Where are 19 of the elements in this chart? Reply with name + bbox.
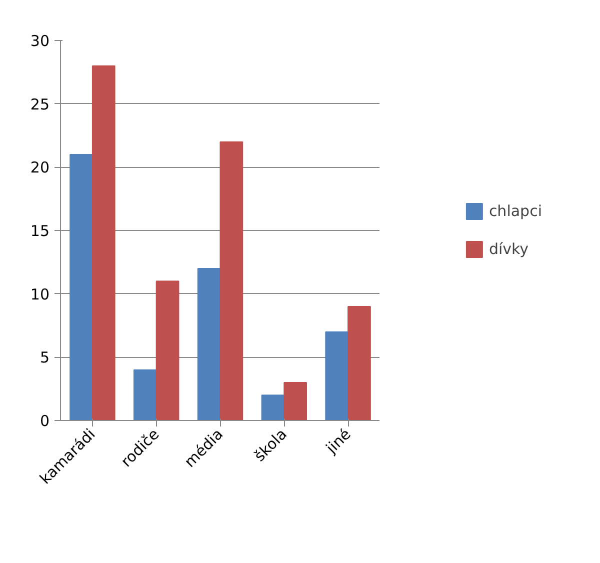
bar: [325, 331, 349, 420]
bar: [133, 369, 157, 420]
bar: [348, 306, 371, 420]
y-tick-label: 0: [40, 412, 50, 430]
y-tick-label: 10: [30, 285, 50, 304]
bar: [92, 65, 116, 420]
bar: [70, 154, 93, 420]
bar: [261, 394, 285, 420]
y-tick-label: 15: [30, 222, 50, 240]
legend-label: chlapci: [488, 202, 542, 220]
bar: [284, 382, 307, 420]
legend-label: dívky: [488, 240, 529, 258]
y-tick-label: 5: [40, 348, 50, 367]
y-tick-label: 20: [30, 158, 50, 177]
bar: [156, 280, 180, 420]
y-tick-label: 30: [30, 32, 50, 50]
bar: [220, 141, 244, 420]
y-tick-label: 25: [30, 95, 50, 114]
bar: [197, 268, 221, 420]
